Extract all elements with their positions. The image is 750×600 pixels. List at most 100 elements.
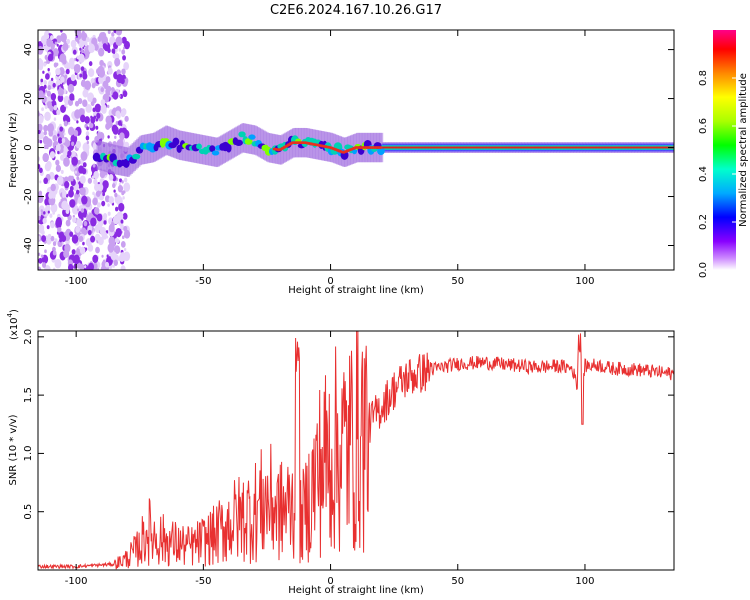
noise-blob <box>71 204 79 215</box>
colorbar-gradient <box>713 30 736 270</box>
noise-blob <box>87 97 91 102</box>
noise-blob <box>55 164 62 173</box>
noise-blob <box>60 154 65 161</box>
x-tick-label: 100 <box>575 276 594 287</box>
noise-blob <box>48 92 51 96</box>
noise-blob <box>71 141 75 147</box>
noise-blob <box>51 174 55 179</box>
noise-blob <box>41 235 47 243</box>
noise-blob <box>96 202 101 208</box>
noise-blob <box>67 175 73 182</box>
noise-blob <box>62 193 66 198</box>
noise-blob <box>38 163 41 169</box>
noise-blob <box>45 73 50 80</box>
noise-blob <box>38 129 41 135</box>
noise-blob <box>80 66 85 72</box>
noise-blob <box>95 234 101 241</box>
noise-blob <box>48 191 54 199</box>
noise-blob <box>115 206 119 212</box>
noise-blob <box>41 254 44 258</box>
noise-blob <box>108 223 115 233</box>
noise-blob <box>100 99 106 106</box>
noise-blob <box>116 30 123 36</box>
noise-blob <box>43 130 47 136</box>
noise-blob <box>60 30 63 33</box>
snr-y-ticks: 0.5 1.0 1.5 2.0 <box>23 329 674 520</box>
noise-blob <box>50 203 58 213</box>
noise-blob <box>49 151 56 159</box>
noise-blob <box>80 48 84 52</box>
noise-blob <box>59 126 64 132</box>
noise-blob <box>113 245 121 254</box>
noise-blob <box>92 191 95 196</box>
noise-blob <box>121 68 126 75</box>
noise-blob <box>54 258 62 269</box>
noise-blob <box>41 95 47 103</box>
noise-blob <box>79 235 84 242</box>
noise-blob <box>79 175 86 184</box>
noise-blob <box>59 238 63 243</box>
noise-blob <box>61 35 67 43</box>
noise-blob <box>76 176 80 181</box>
noise-blob <box>94 183 100 192</box>
noise-blob <box>122 196 125 200</box>
noise-blob <box>107 120 113 128</box>
noise-blob <box>92 163 96 168</box>
noise-blob <box>46 101 53 109</box>
noise-blob <box>38 266 42 270</box>
noise-blob <box>91 82 96 89</box>
ridge-blob <box>211 150 220 156</box>
noise-blob <box>95 190 101 197</box>
noise-blob <box>94 207 100 215</box>
noise-blob <box>83 213 87 218</box>
noise-blob <box>119 93 124 99</box>
y-tick-label: 40 <box>23 43 34 56</box>
noise-blob <box>82 99 88 107</box>
noise-blob <box>70 74 76 82</box>
noise-blob <box>107 30 111 34</box>
colorbar-tick-label: 0.0 <box>698 262 709 278</box>
noise-blob <box>78 165 85 174</box>
noise-blob <box>82 72 88 80</box>
noise-blob <box>85 148 89 153</box>
colorbar-ticks: 0.0 0.2 0.4 0.6 0.8 <box>698 70 736 278</box>
noise-blob <box>72 49 77 55</box>
noise-blob <box>92 254 99 264</box>
noise-blob <box>77 208 80 212</box>
noise-blob <box>122 212 128 220</box>
noise-blob <box>87 229 92 236</box>
noise-blob <box>122 55 126 61</box>
ridge-haze <box>239 123 243 154</box>
spectrogram-frame <box>37 29 675 271</box>
noise-blob <box>123 62 130 71</box>
noise-blob <box>87 177 93 184</box>
noise-blob <box>38 123 43 133</box>
noise-blob <box>68 189 74 198</box>
ridge-haze <box>142 134 146 165</box>
noise-blob <box>78 53 85 63</box>
noise-blob <box>123 247 127 252</box>
noise-blob <box>118 94 121 98</box>
x-tick-label: -50 <box>195 576 211 587</box>
noise-blob <box>81 32 88 41</box>
noise-blob <box>85 36 90 43</box>
noise-blob <box>120 265 126 270</box>
noise-blob <box>115 36 123 47</box>
noise-blob <box>105 76 111 83</box>
noise-blob <box>84 265 87 269</box>
noise-blob <box>57 226 62 233</box>
noise-blob <box>117 232 121 238</box>
noise-blob <box>55 159 60 166</box>
noise-blob <box>98 47 105 57</box>
snr-marks <box>38 331 674 570</box>
noise-blob <box>38 114 44 125</box>
noise-blob <box>110 251 117 261</box>
noise-blob <box>101 200 106 207</box>
noise-blob <box>115 110 121 118</box>
noise-blob <box>107 104 110 109</box>
noise-blob <box>40 229 45 236</box>
noise-blob <box>64 176 69 183</box>
noise-blob <box>76 120 79 124</box>
noise-blob <box>50 77 54 81</box>
noise-blob <box>82 241 85 246</box>
